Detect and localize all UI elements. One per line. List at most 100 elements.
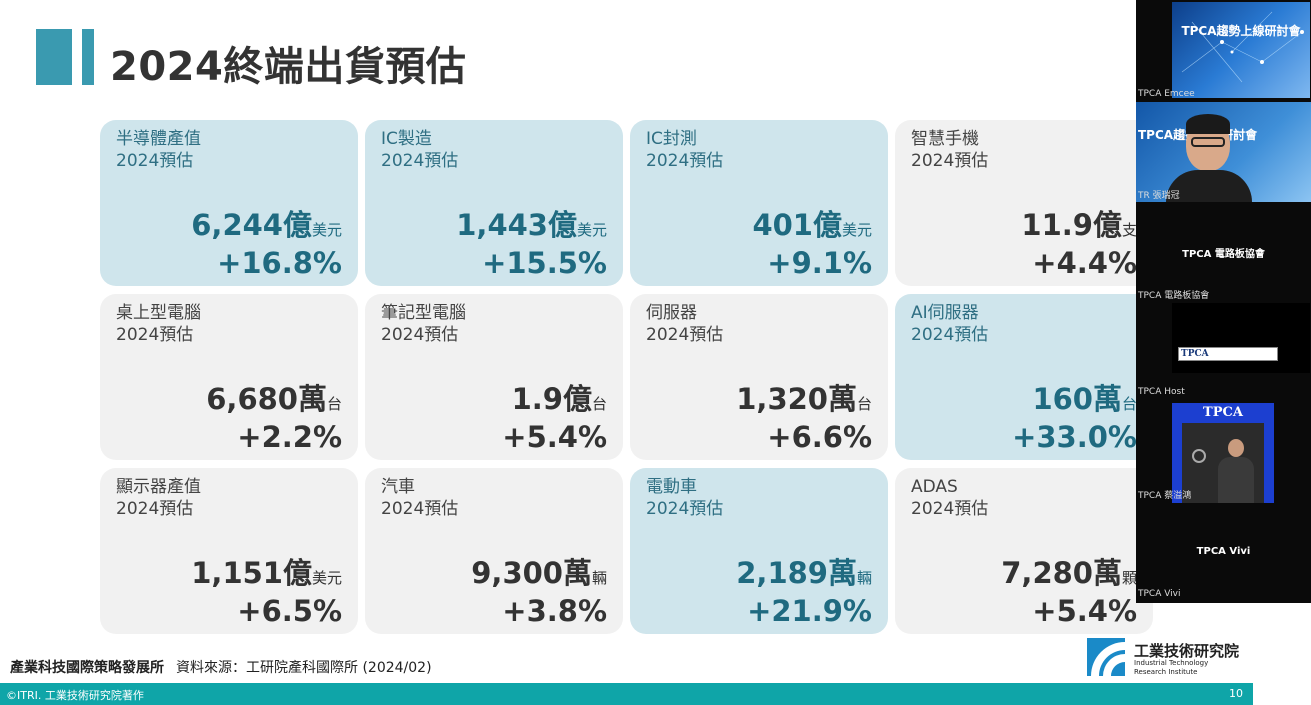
card-growth: +6.5% <box>237 594 342 628</box>
card-unit: 美元 <box>841 221 872 239</box>
video-tile-speaker[interactable]: TPCA TPCA 蔡溢鴻 <box>1136 400 1311 503</box>
participant-video: TPCA <box>1172 303 1310 373</box>
participant-name: TPCA 電路板協會 <box>1138 291 1210 301</box>
card-growth: +21.9% <box>747 594 872 628</box>
card-label: 汽車 <box>381 477 415 497</box>
card-subtitle: 2024預估 <box>116 151 194 171</box>
participant-video: TPCA趨勢上線研討會 <box>1136 102 1311 202</box>
person-hair <box>1186 114 1230 134</box>
card-growth: +2.2% <box>237 420 342 454</box>
itri-english-line1: Industrial Technology <box>1134 659 1209 667</box>
card-subtitle: 2024預估 <box>116 325 194 345</box>
speaker-icon <box>1192 449 1206 463</box>
data-source: 資料來源：工研院產科國際所 (2024/02) <box>176 660 432 676</box>
card-label: 顯示器產值 <box>116 477 201 497</box>
card-value: 7,280萬 <box>1001 556 1122 590</box>
card-growth: +15.5% <box>482 246 607 280</box>
card-semiconductor: 半導體產值 2024預估 6,244億美元 +16.8% <box>100 120 358 286</box>
card-growth: +6.6% <box>767 420 872 454</box>
host-logo-strip: TPCA <box>1178 347 1278 361</box>
card-ev: 電動車 2024預估 2,189萬輛 +21.9% <box>630 468 888 634</box>
card-value: 1.9億 <box>511 382 592 416</box>
participant-name: TPCA 蔡溢鴻 <box>1138 491 1192 501</box>
person-body <box>1218 457 1254 503</box>
card-unit: 顆 <box>1121 569 1137 587</box>
participant-name: TR 張瑞冠 <box>1138 191 1180 201</box>
card-value: 1,151億 <box>191 556 312 590</box>
card-notebook: 筆記型電腦 2024預估 1.9億台 +5.4% <box>365 294 623 460</box>
card-ai-server: AI伺服器 2024預估 160萬台 +33.0% <box>895 294 1153 460</box>
participant-name-center: TPCA Vivi <box>1196 546 1251 557</box>
card-growth: +5.4% <box>502 420 607 454</box>
card-unit: 台 <box>591 395 607 413</box>
card-subtitle: 2024預估 <box>911 499 989 519</box>
tile-banner: TPCA <box>1181 349 1209 359</box>
tile-banner: TPCA趨勢上線研討會 <box>1181 24 1301 38</box>
card-growth: +9.1% <box>767 246 872 280</box>
card-growth: +4.4% <box>1032 246 1137 280</box>
card-label: 電動車 <box>646 477 697 497</box>
card-value: 1,320萬 <box>736 382 857 416</box>
card-value: 1,443億 <box>456 208 577 242</box>
card-unit: 支 <box>1121 221 1137 239</box>
card-unit: 輛 <box>591 569 607 587</box>
participant-video: TPCA <box>1172 403 1274 503</box>
video-participants-panel: TPCA趨勢上線研討會 TPCA Emcee TPCA趨勢上線研討會 TR 張瑞… <box>1136 0 1311 603</box>
card-subtitle: 2024預估 <box>381 499 459 519</box>
card-automobile: 汽車 2024預估 9,300萬輛 +3.8% <box>365 468 623 634</box>
card-label: 智慧手機 <box>911 129 979 149</box>
card-label: AI伺服器 <box>911 303 979 323</box>
card-value: 6,244億 <box>191 208 312 242</box>
card-unit: 美元 <box>311 221 342 239</box>
card-value: 11.9億 <box>1021 208 1122 242</box>
participant-name: TPCA Host <box>1138 387 1185 397</box>
card-label: IC製造 <box>381 129 432 149</box>
card-subtitle: 2024預估 <box>116 499 194 519</box>
card-value: 401億 <box>752 208 842 242</box>
card-unit: 輛 <box>856 569 872 587</box>
card-growth: +5.4% <box>1032 594 1137 628</box>
org-name: 產業科技國際策略發展所 <box>10 660 164 676</box>
card-subtitle: 2024預估 <box>646 325 724 345</box>
participant-video: TPCA趨勢上線研討會 <box>1172 2 1310 98</box>
participant-name: TPCA Vivi <box>1138 589 1181 599</box>
participant-name-center: TPCA 電路板協會 <box>1182 249 1265 260</box>
card-label: IC封測 <box>646 129 697 149</box>
card-subtitle: 2024預估 <box>646 499 724 519</box>
card-unit: 美元 <box>311 569 342 587</box>
card-server: 伺服器 2024預估 1,320萬台 +6.6% <box>630 294 888 460</box>
card-value: 6,680萬 <box>206 382 327 416</box>
itri-name: 工業技術研究院 <box>1134 642 1240 660</box>
card-subtitle: 2024預估 <box>911 151 989 171</box>
person-body <box>1166 170 1252 202</box>
card-value: 2,189萬 <box>736 556 857 590</box>
video-tile-association[interactable]: TPCA 電路板協會 TPCA 電路板協會 <box>1136 202 1311 301</box>
card-value: 9,300萬 <box>471 556 592 590</box>
card-subtitle: 2024預估 <box>381 325 459 345</box>
video-tile-emcee[interactable]: TPCA趨勢上線研討會 TPCA Emcee <box>1136 0 1311 102</box>
person-glasses <box>1191 137 1225 147</box>
copyright-text: ©ITRI. 工業技術研究院著作 <box>6 689 144 702</box>
card-label: 桌上型電腦 <box>116 303 201 323</box>
card-value: 160萬 <box>1032 382 1122 416</box>
card-unit: 台 <box>856 395 872 413</box>
page-number: 10 <box>1229 687 1243 700</box>
card-subtitle: 2024預估 <box>646 151 724 171</box>
card-label: 伺服器 <box>646 303 697 323</box>
participant-name: TPCA Emcee <box>1138 89 1195 99</box>
video-tile-vivi[interactable]: TPCA Vivi TPCA Vivi <box>1136 503 1311 603</box>
card-unit: 台 <box>1121 395 1137 413</box>
title-accent-bars <box>36 29 94 85</box>
card-display: 顯示器產值 2024預估 1,151億美元 +6.5% <box>100 468 358 634</box>
page-title: 2024終端出貨預估 <box>110 44 467 90</box>
video-tile-host[interactable]: TPCA TPCA Host <box>1136 297 1311 400</box>
card-label: ADAS <box>911 477 958 497</box>
card-ic-manufacturing: IC製造 2024預估 1,443億美元 +15.5% <box>365 120 623 286</box>
video-tile-presenter[interactable]: TPCA趨勢上線研討會 TR 張瑞冠 <box>1136 102 1311 202</box>
card-growth: +33.0% <box>1012 420 1137 454</box>
tile-banner: TPCA <box>1203 405 1243 420</box>
network-graphic <box>1181 11 1304 83</box>
card-growth: +16.8% <box>217 246 342 280</box>
footer-bar: ©ITRI. 工業技術研究院著作 10 <box>0 683 1253 705</box>
card-subtitle: 2024預估 <box>381 151 459 171</box>
